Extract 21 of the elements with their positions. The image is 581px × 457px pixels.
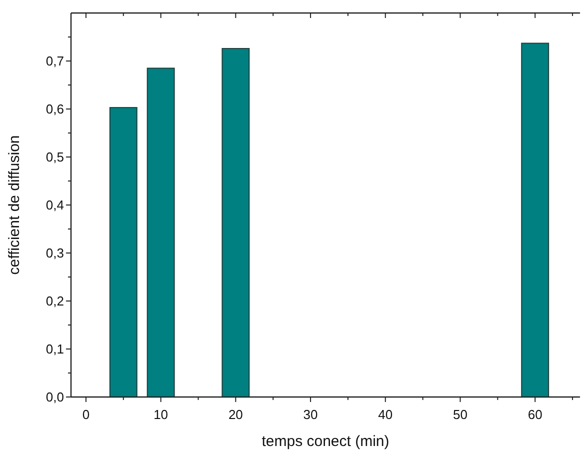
bar bbox=[109, 107, 138, 398]
x-axis-title: temps conect (min) bbox=[262, 433, 390, 450]
x-tick-label: 40 bbox=[378, 407, 393, 422]
bar bbox=[521, 42, 550, 398]
y-tick-label: 0,3 bbox=[46, 246, 64, 260]
y-tick-label: 0,7 bbox=[46, 54, 64, 68]
bar bbox=[222, 48, 250, 398]
bar bbox=[146, 68, 175, 398]
x-tick-label: 20 bbox=[228, 407, 243, 422]
x-tick-label: 0 bbox=[82, 407, 90, 422]
y-tick-label: 0,0 bbox=[46, 390, 64, 404]
y-tick-label: 0,4 bbox=[46, 198, 64, 212]
y-tick-label: 0,6 bbox=[46, 102, 64, 116]
x-tick-label: 30 bbox=[303, 407, 318, 422]
x-tick-label: 60 bbox=[528, 407, 542, 422]
y-tick-label: 0,1 bbox=[46, 342, 64, 356]
x-tick-label: 50 bbox=[453, 407, 468, 422]
x-tick-label: 10 bbox=[154, 407, 168, 422]
y-tick-label: 0,2 bbox=[46, 294, 64, 308]
y-tick-label: 0,5 bbox=[46, 150, 64, 164]
y-axis-title: cefficient de diffusion bbox=[6, 135, 23, 275]
